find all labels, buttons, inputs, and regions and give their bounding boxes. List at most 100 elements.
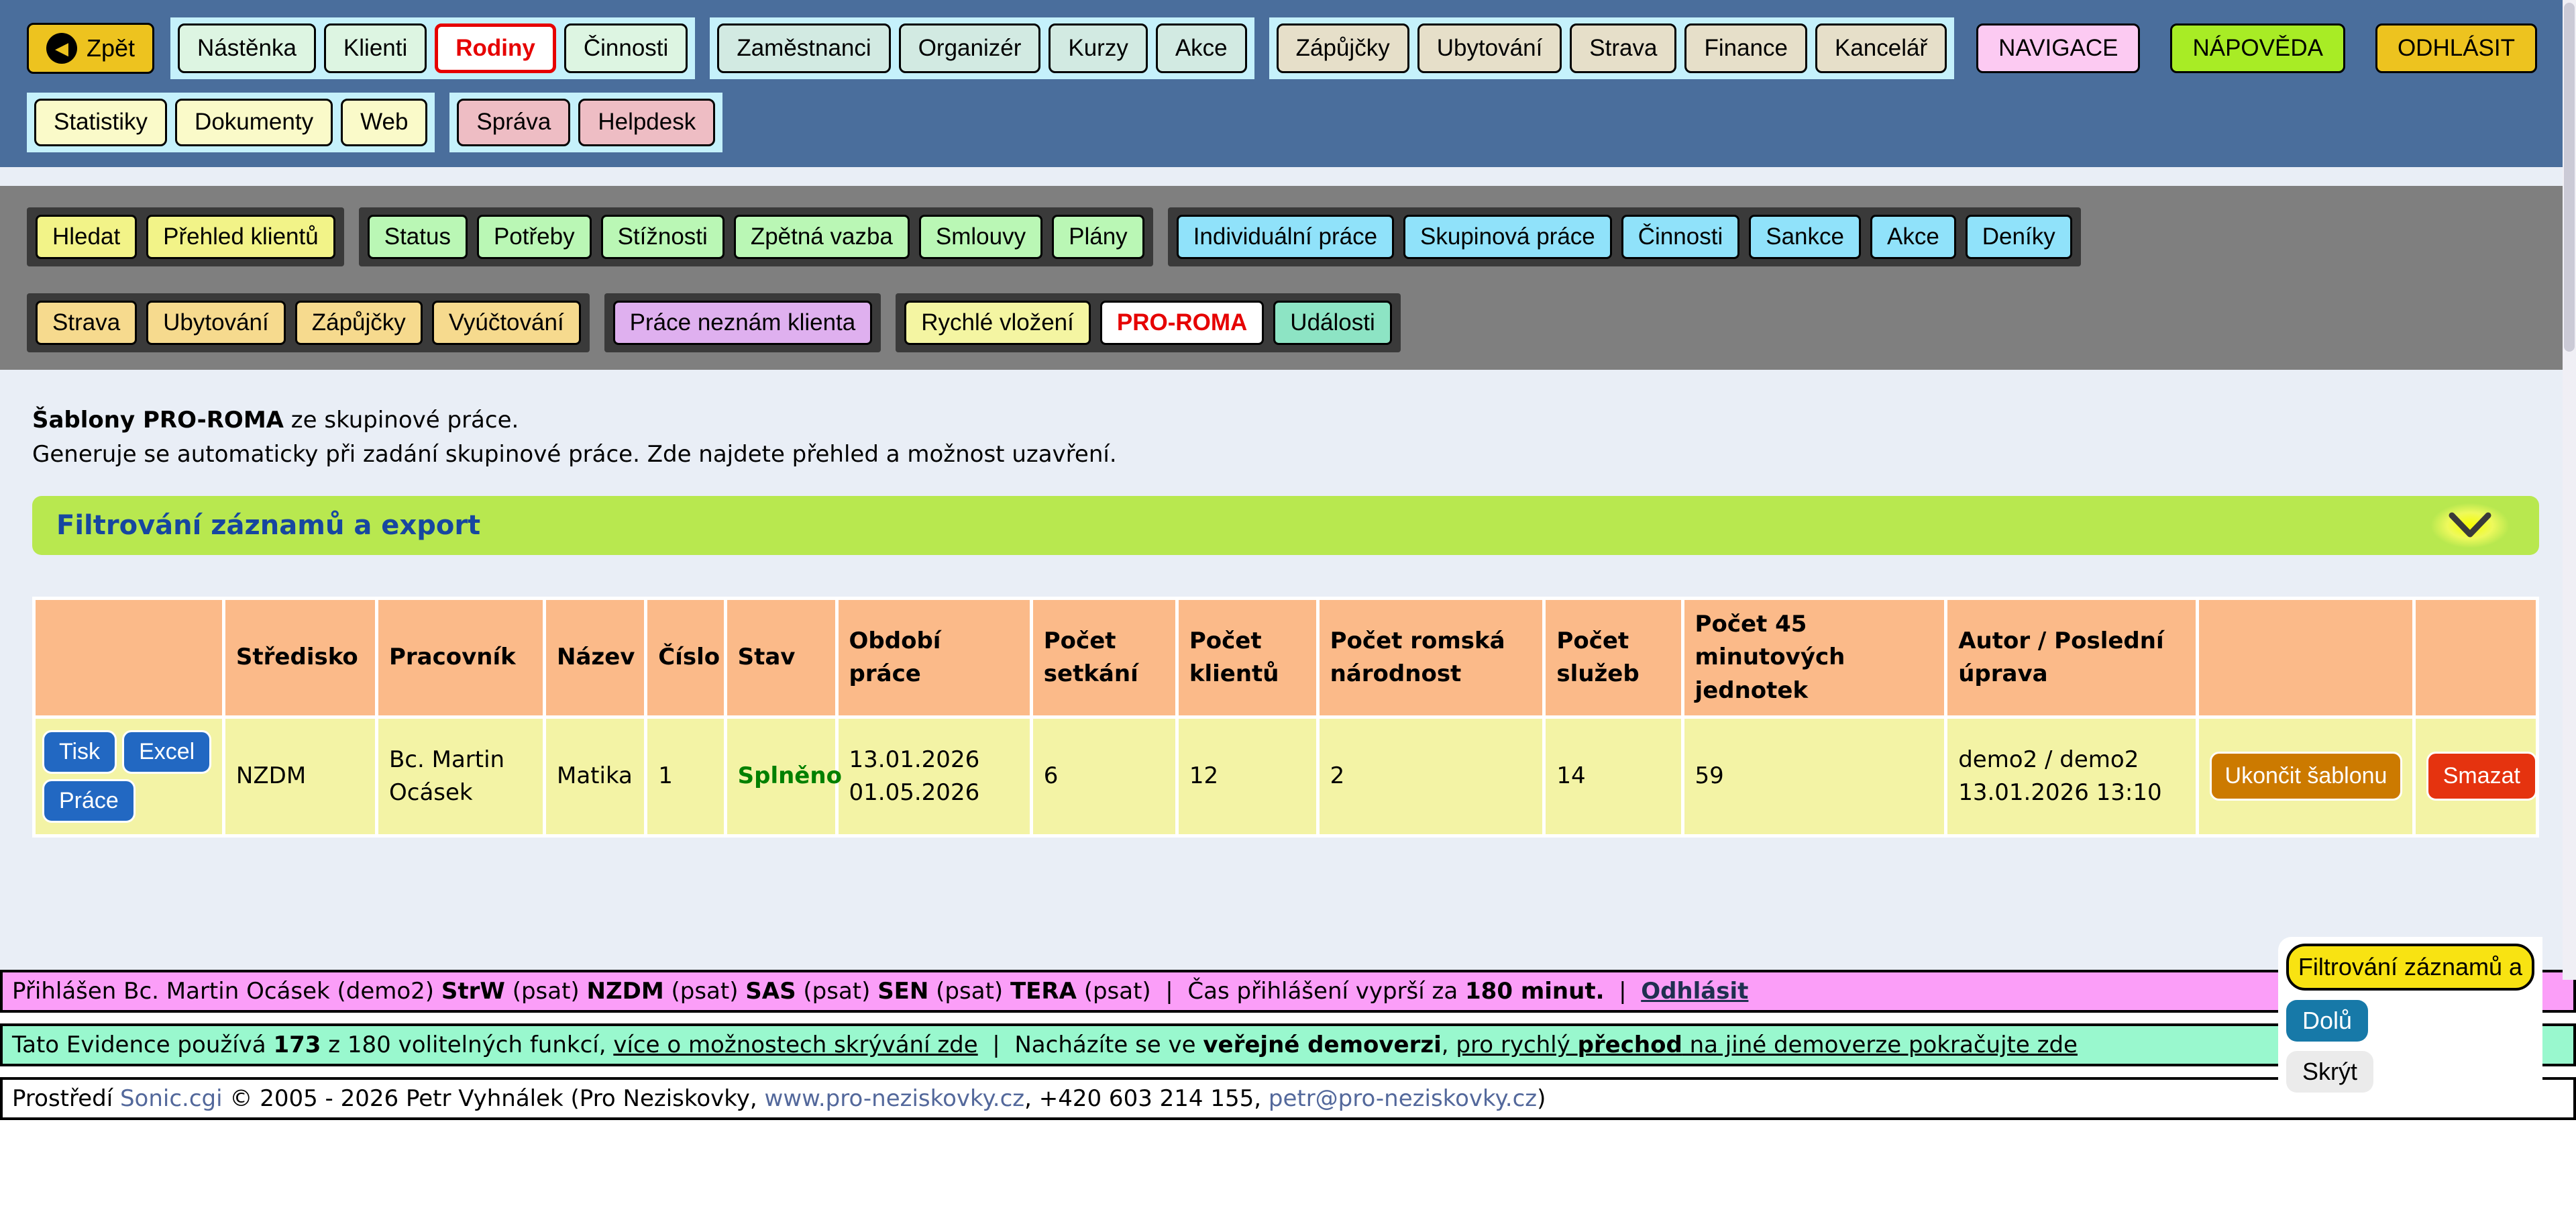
session-status-bar: Přihlášen Bc. Martin Ocásek (demo2) StrW… xyxy=(0,970,2576,1013)
subnav-item-hledat[interactable]: Hledat xyxy=(36,214,138,259)
cell-stav: Splněno xyxy=(727,718,842,834)
subnav-item-prehled-klientu[interactable]: Přehled klientů xyxy=(146,214,335,259)
demo-version-label: veřejné demoverzi xyxy=(1203,1031,1442,1058)
session-expiry-text: (psat) | Čas přihlášení vyprší za xyxy=(1076,978,1466,1005)
subnav-item-strava[interactable]: Strava xyxy=(36,300,138,345)
subnav-group-rychle: Rychlé vložení PRO-ROMA Události xyxy=(896,293,1401,352)
nav-item-cinnosti[interactable]: Činnosti xyxy=(564,23,688,74)
back-button[interactable]: ◀ Zpět xyxy=(27,23,155,74)
nav-item-kurzy[interactable]: Kurzy xyxy=(1049,23,1148,74)
demo-switch-link[interactable]: pro rychlý xyxy=(1456,1031,1578,1058)
info-text: Tato Evidence používá xyxy=(12,1031,274,1058)
subnav-item-pro-roma-active[interactable]: PRO-ROMA xyxy=(1099,300,1265,345)
subnav-item-prace-neznam-klienta[interactable]: Práce neznám klienta xyxy=(612,300,873,345)
nav-item-web[interactable]: Web xyxy=(341,99,428,146)
nav-item-kancelar[interactable]: Kancelář xyxy=(1815,23,1947,74)
header-cell-stav: Stav xyxy=(727,600,835,715)
nav-item-klienti[interactable]: Klienti xyxy=(323,23,427,74)
session-expiry-minutes: 180 minut. xyxy=(1465,978,1605,1005)
finish-template-button[interactable]: Ukončit šablonu xyxy=(2209,752,2403,801)
nav-item-rodiny-active[interactable]: Rodiny xyxy=(435,23,556,74)
filter-export-bar[interactable]: Filtrování záznamů a export xyxy=(32,496,2539,555)
table-header-row: Středisko Pracovník Název Číslo Stav Obd… xyxy=(36,600,2536,715)
odhlasit-button[interactable]: ODHLÁSIT xyxy=(2375,23,2537,74)
cell-pocet-setkani: 6 xyxy=(1032,718,1175,834)
autor-names: demo2 / demo2 xyxy=(1958,746,2139,773)
quick-filter-button[interactable]: Filtrování záznamů a xyxy=(2286,944,2534,991)
email-link[interactable]: petr@pro-neziskovky.cz xyxy=(1268,1085,1538,1112)
logout-link[interactable]: Odhlásit xyxy=(1641,978,1749,1005)
subnav-item-akce[interactable]: Akce xyxy=(1870,214,1956,259)
table-row: Tisk Excel Práce NZDM Bc. Martin Ocásek … xyxy=(36,718,2537,834)
intro-title-bold: Šablony PRO-ROMA xyxy=(32,407,284,434)
subnav-group-agenda: Status Potřeby Stížnosti Zpětná vazba Sm… xyxy=(358,207,1153,266)
cell-pocet-sluzeb: 14 xyxy=(1546,718,1681,834)
nav-item-ubytovani[interactable]: Ubytování xyxy=(1417,23,1562,74)
subnav-item-cinnosti[interactable]: Činnosti xyxy=(1621,214,1740,259)
sonic-cgi-link[interactable]: Sonic.cgi xyxy=(119,1085,223,1112)
functions-used-count: 173 xyxy=(273,1031,321,1058)
subnav-item-vyuctovani[interactable]: Vyúčtování xyxy=(431,300,581,345)
subnav-item-individualni-prace[interactable]: Individuální práce xyxy=(1176,214,1395,259)
cell-nazev: Matika xyxy=(546,718,645,834)
subnav-item-rychle-vlozeni[interactable]: Rychlé vložení xyxy=(904,300,1091,345)
nav-item-zapujcky[interactable]: Zápůjčky xyxy=(1276,23,1409,74)
status-text: | xyxy=(1604,978,1642,1005)
footer-text: , +420 603 214 155, xyxy=(1024,1085,1269,1112)
nav-item-nastenka[interactable]: Nástěnka xyxy=(178,23,316,74)
print-button[interactable]: Tisk xyxy=(42,729,117,774)
subnav-item-zapujcky[interactable]: Zápůjčky xyxy=(294,300,423,345)
page-intro: Šablony PRO-ROMA ze skupinové práce. Gen… xyxy=(32,370,2539,472)
scroll-down-button[interactable]: Dolů xyxy=(2286,1000,2369,1042)
service-sas: SAS xyxy=(745,978,796,1005)
collapse-toggle[interactable] xyxy=(2420,497,2520,554)
intro-line-2: Generuje se automaticky při zadání skupi… xyxy=(32,441,1117,468)
nav-item-zamestnanci[interactable]: Zaměstnanci xyxy=(717,23,891,74)
subnav-item-deniky[interactable]: Deníky xyxy=(1965,214,2072,259)
prace-button[interactable]: Práce xyxy=(42,778,136,823)
delete-button[interactable]: Smazat xyxy=(2426,752,2537,801)
demo-switch-link[interactable]: na jiné demoverze pokračujte zde xyxy=(1682,1031,2078,1058)
demo-switch-link-bold[interactable]: přechod xyxy=(1577,1031,1682,1058)
header-cell-actions xyxy=(36,600,222,715)
nav-item-statistiky[interactable]: Statistiky xyxy=(34,99,168,146)
nav-item-finance[interactable]: Finance xyxy=(1684,23,1807,74)
subnav-item-potreby[interactable]: Potřeby xyxy=(476,214,592,259)
cell-stredisko: NZDM xyxy=(225,718,375,834)
status-text: (psat) xyxy=(928,978,1010,1005)
subnav-group-neznam: Práce neznám klienta xyxy=(604,293,881,352)
subnav-item-udalosti[interactable]: Události xyxy=(1273,300,1392,345)
navigace-button[interactable]: NAVIGACE xyxy=(1976,23,2141,74)
website-link[interactable]: www.pro-neziskovky.cz xyxy=(764,1085,1025,1112)
service-strw: StrW xyxy=(441,978,505,1005)
chevron-down-icon xyxy=(2449,512,2491,538)
status-text: (psat) xyxy=(504,978,587,1005)
subnav-item-plany[interactable]: Plány xyxy=(1052,214,1144,259)
nav-item-strava[interactable]: Strava xyxy=(1570,23,1677,74)
nav-item-sprava[interactable]: Správa xyxy=(457,99,571,146)
excel-export-button[interactable]: Excel xyxy=(122,729,212,774)
status-text: (psat) xyxy=(663,978,746,1005)
cell-cislo: 1 xyxy=(647,718,724,834)
page: ◀ Zpět Nástěnka Klienti Rodiny Činnosti … xyxy=(0,0,2576,970)
status-text: Přihlášen Bc. Martin Ocásek (demo2) xyxy=(12,978,441,1005)
subnav-item-ubytovani[interactable]: Ubytování xyxy=(146,300,286,345)
subnav-item-smlouvy[interactable]: Smlouvy xyxy=(918,214,1043,259)
subnav-item-status[interactable]: Status xyxy=(367,214,468,259)
nav-item-dokumenty[interactable]: Dokumenty xyxy=(175,99,333,146)
header-row-1: ◀ Zpět Nástěnka Klienti Rodiny Činnosti … xyxy=(27,17,2576,80)
nav-item-organizer[interactable]: Organizér xyxy=(898,23,1041,74)
nav-item-akce[interactable]: Akce xyxy=(1155,23,1247,74)
subnav-row-2: Strava Ubytování Zápůjčky Vyúčtování Prá… xyxy=(27,293,2576,352)
vertical-scrollbar-track[interactable] xyxy=(2563,0,2576,980)
subnav-item-stiznosti[interactable]: Stížnosti xyxy=(600,214,724,259)
subnav-item-zpetna-vazba[interactable]: Zpětná vazba xyxy=(733,214,910,259)
subnav-item-skupinova-prace[interactable]: Skupinová práce xyxy=(1403,214,1612,259)
subnav-item-sankce[interactable]: Sankce xyxy=(1749,214,1861,259)
vertical-scrollbar-thumb[interactable] xyxy=(2564,3,2575,352)
header-cell-pocet-jednotek: Počet 45 minutových jednotek xyxy=(1684,600,1945,715)
napoveda-button[interactable]: NÁPOVĚDA xyxy=(2170,23,2345,74)
hide-panel-button[interactable]: Skrýt xyxy=(2286,1051,2374,1093)
nav-item-helpdesk[interactable]: Helpdesk xyxy=(578,99,716,146)
hide-functions-link[interactable]: více o možnostech skrývání zde xyxy=(613,1031,978,1058)
